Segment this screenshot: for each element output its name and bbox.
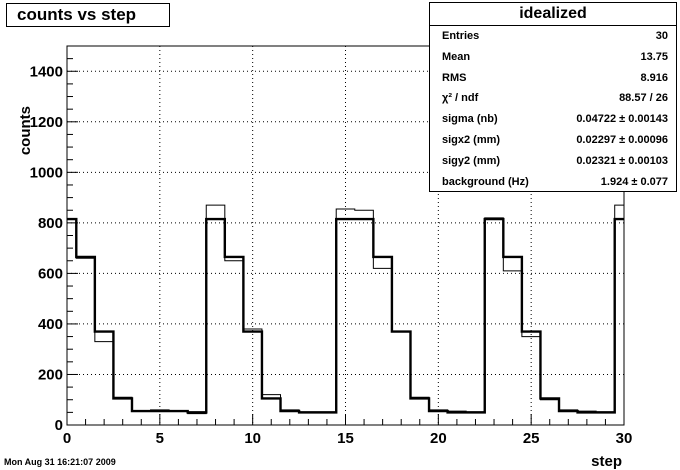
chart-title: counts vs step: [17, 5, 137, 24]
x-axis-label: step: [591, 453, 622, 470]
stats-label: sigma (nb): [442, 113, 498, 126]
x-tick-label: 30: [616, 430, 633, 447]
y-tick-label: 400: [38, 316, 63, 333]
stats-label: Entries: [442, 30, 480, 42]
y-tick-label: 0: [55, 417, 63, 434]
y-tick-label: 600: [38, 265, 63, 282]
stats-value: 0.02321 ± 0.00103: [576, 154, 668, 167]
stats-label: background (Hz): [442, 175, 529, 188]
y-tick-label: 200: [38, 366, 63, 383]
y-axis-label: counts: [17, 106, 34, 155]
stats-label: sigy2 (mm): [442, 154, 501, 167]
x-tick-label: 20: [430, 430, 447, 447]
stats-row: sigy2 (mm) 0.02321 ± 0.00103: [430, 151, 676, 172]
stats-label: Mean: [442, 50, 471, 63]
x-tick-label: 10: [244, 430, 261, 447]
stats-row: Entries 30: [430, 26, 676, 47]
plot-area: [67, 204, 624, 415]
stats-row: χ² / ndf 88.57 / 26: [430, 88, 676, 109]
x-tick-label: 25: [523, 430, 540, 447]
stats-label: RMS: [442, 71, 467, 84]
chart-title-box: counts vs step: [6, 3, 170, 27]
stats-label: sigx2 (mm): [442, 133, 501, 146]
stats-value: 13.75: [640, 50, 668, 63]
y-tick-label: 1200: [30, 114, 63, 131]
stats-row: sigx2 (mm) 0.02297 ± 0.00096: [430, 130, 676, 151]
stats-row: background (Hz) 1.924 ± 0.077: [430, 172, 676, 193]
series-line-2: [67, 217, 624, 414]
stats-value: 1.924 ± 0.077: [600, 175, 668, 188]
axes: 0 5 10 15 20 25 30 0 200 400 600 800 1000 1200 1400: [30, 45, 633, 447]
stats-value: 30: [655, 30, 668, 42]
y-tick-label: 1000: [30, 164, 63, 181]
y-tick-label: 1400: [30, 63, 63, 80]
stats-value: 8.916: [640, 71, 668, 84]
stats-row: sigma (nb) 0.04722 ± 0.00143: [430, 109, 676, 130]
stats-label: χ² / ndf: [442, 92, 479, 105]
stats-row: Mean 13.75: [430, 47, 676, 68]
x-tick-label: 15: [337, 430, 354, 447]
stats-box: idealized Entries 30 Mean 13.75 RMS 8.916 χ² /…: [429, 2, 677, 192]
stats-value: 0.02297 ± 0.00096: [576, 133, 668, 146]
stats-row: RMS 8.916: [430, 68, 676, 89]
stats-title: idealized: [430, 3, 676, 26]
x-tick-label: 5: [156, 430, 164, 447]
stats-value: 88.57 / 26: [619, 92, 668, 105]
timestamp: Mon Aug 31 16:21:07 2009: [4, 457, 116, 467]
stats-value: 0.04722 ± 0.00143: [576, 113, 668, 126]
y-tick-label: 800: [38, 215, 63, 232]
x-tick-label: 0: [63, 430, 71, 447]
